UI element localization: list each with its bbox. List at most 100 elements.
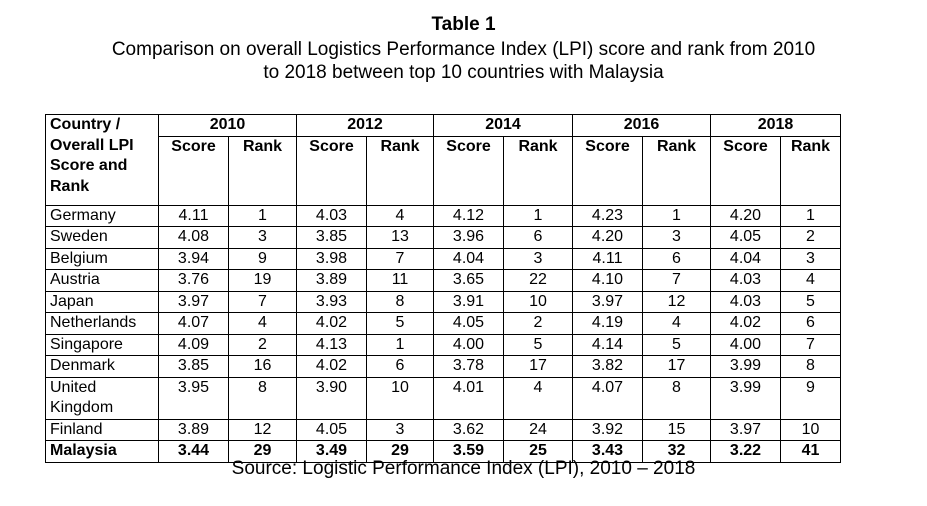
rank-cell: 6 [642, 247, 711, 270]
rank-cell: 13 [366, 226, 434, 249]
rank-cell: 4 [780, 269, 841, 292]
score-cell: 4.10 [572, 269, 643, 292]
rank-cell: 1 [366, 333, 434, 356]
country-cell: Belgium [45, 247, 159, 270]
rank-cell: 41 [780, 440, 841, 463]
score-cell: 4.13 [296, 333, 367, 356]
table-row: Singapore 4.09 2 4.13 1 4.00 5 4.14 5 4.00 7 [45, 333, 841, 356]
score-cell: 4.00 [710, 333, 781, 356]
score-cell: 4.19 [572, 312, 643, 335]
rank-cell: 12 [642, 290, 711, 313]
year-header: 2010 [158, 114, 297, 137]
country-cell: United Kingdom [45, 376, 159, 420]
score-cell: 4.03 [710, 290, 781, 313]
table-row: Japan 3.97 7 3.93 8 3.91 10 3.97 12 4.03 5 [45, 290, 841, 313]
table-row: Sweden 4.08 3 3.85 13 3.96 6 4.20 3 4.05 2 [45, 226, 841, 249]
country-cell: Singapore [45, 333, 159, 356]
rank-cell: 3 [366, 418, 434, 441]
score-cell: 4.05 [710, 226, 781, 249]
table-row: Denmark 3.85 16 4.02 6 3.78 17 3.82 17 3.99 8 [45, 355, 841, 378]
rank-cell: 3 [780, 247, 841, 270]
rank-cell: 7 [366, 247, 434, 270]
score-cell: 3.94 [158, 247, 229, 270]
score-cell: 3.95 [158, 376, 229, 420]
score-cell: 4.02 [296, 355, 367, 378]
table-row: Finland 3.89 12 4.05 3 3.62 24 3.92 15 3.97 10 [45, 418, 841, 441]
score-cell: 4.07 [572, 376, 643, 420]
country-header: Country / Overall LPI Score and Rank [45, 114, 159, 206]
rank-cell: 3 [228, 226, 297, 249]
country-cell: Finland [45, 418, 159, 441]
score-cell: 4.04 [710, 247, 781, 270]
score-cell: 3.98 [296, 247, 367, 270]
rank-cell: 7 [228, 290, 297, 313]
score-cell: 4.20 [710, 204, 781, 227]
rank-cell: 2 [228, 333, 297, 356]
rank-cell: 17 [503, 355, 573, 378]
rank-header: Rank [228, 135, 297, 206]
rank-cell: 29 [366, 440, 434, 463]
caption-line-2: to 2018 between top 10 countries with Ma… [263, 62, 664, 83]
score-cell: 3.99 [710, 376, 781, 420]
rank-cell: 4 [642, 312, 711, 335]
rank-cell: 10 [366, 376, 434, 420]
rank-header: Rank [780, 135, 841, 206]
score-cell: 4.08 [158, 226, 229, 249]
rank-cell: 8 [366, 290, 434, 313]
rank-cell: 11 [366, 269, 434, 292]
score-cell: 3.93 [296, 290, 367, 313]
rank-cell: 6 [366, 355, 434, 378]
score-header: Score [158, 135, 229, 206]
score-cell: 4.03 [710, 269, 781, 292]
score-header: Score [710, 135, 781, 206]
score-cell: 3.89 [158, 418, 229, 441]
score-cell: 4.23 [572, 204, 643, 227]
score-cell: 3.76 [158, 269, 229, 292]
score-cell: 4.05 [296, 418, 367, 441]
score-cell: 3.91 [433, 290, 504, 313]
table-row: Austria 3.76 19 3.89 11 3.65 22 4.10 7 4.03 4 [45, 269, 841, 292]
score-cell: 3.85 [158, 355, 229, 378]
table-row: United Kingdom 3.95 8 3.90 10 4.01 4 4.07 8 3.99 9 [45, 376, 841, 420]
caption-line-1: Comparison on overall Logistics Performa… [111, 39, 816, 60]
score-header: Score [433, 135, 504, 206]
rank-cell: 15 [642, 418, 711, 441]
score-cell: 4.01 [433, 376, 504, 420]
rank-cell: 7 [780, 333, 841, 356]
rank-cell: 10 [780, 418, 841, 441]
rank-cell: 1 [780, 204, 841, 227]
score-cell: 4.07 [158, 312, 229, 335]
country-cell: Germany [45, 204, 159, 227]
rank-cell: 4 [366, 204, 434, 227]
year-header: 2014 [433, 114, 573, 137]
table-row: Malaysia 3.44 29 3.49 29 3.59 25 3.43 32 3.22 41 [45, 440, 841, 463]
rank-cell: 8 [780, 355, 841, 378]
rank-cell: 4 [228, 312, 297, 335]
lpi-table: Country / Overall LPI Score and Rank 201… [45, 114, 841, 463]
rank-cell: 29 [228, 440, 297, 463]
rank-cell: 2 [503, 312, 573, 335]
rank-cell: 22 [503, 269, 573, 292]
rank-cell: 8 [228, 376, 297, 420]
score-cell: 4.02 [710, 312, 781, 335]
score-cell: 4.03 [296, 204, 367, 227]
rank-cell: 9 [780, 376, 841, 420]
rank-cell: 1 [503, 204, 573, 227]
country-cell: Netherlands [45, 312, 159, 335]
rank-cell: 5 [780, 290, 841, 313]
year-header: 2012 [296, 114, 434, 137]
table-caption: Comparison on overall Logistics Performa… [40, 38, 887, 84]
rank-cell: 5 [642, 333, 711, 356]
rank-cell: 1 [228, 204, 297, 227]
score-cell: 3.22 [710, 440, 781, 463]
score-cell: 4.05 [433, 312, 504, 335]
country-cell: Japan [45, 290, 159, 313]
rank-header: Rank [642, 135, 711, 206]
score-cell: 4.02 [296, 312, 367, 335]
score-cell: 3.97 [710, 418, 781, 441]
rank-cell: 3 [642, 226, 711, 249]
score-cell: 3.43 [572, 440, 643, 463]
score-cell: 3.49 [296, 440, 367, 463]
rank-cell: 19 [228, 269, 297, 292]
rank-cell: 1 [642, 204, 711, 227]
